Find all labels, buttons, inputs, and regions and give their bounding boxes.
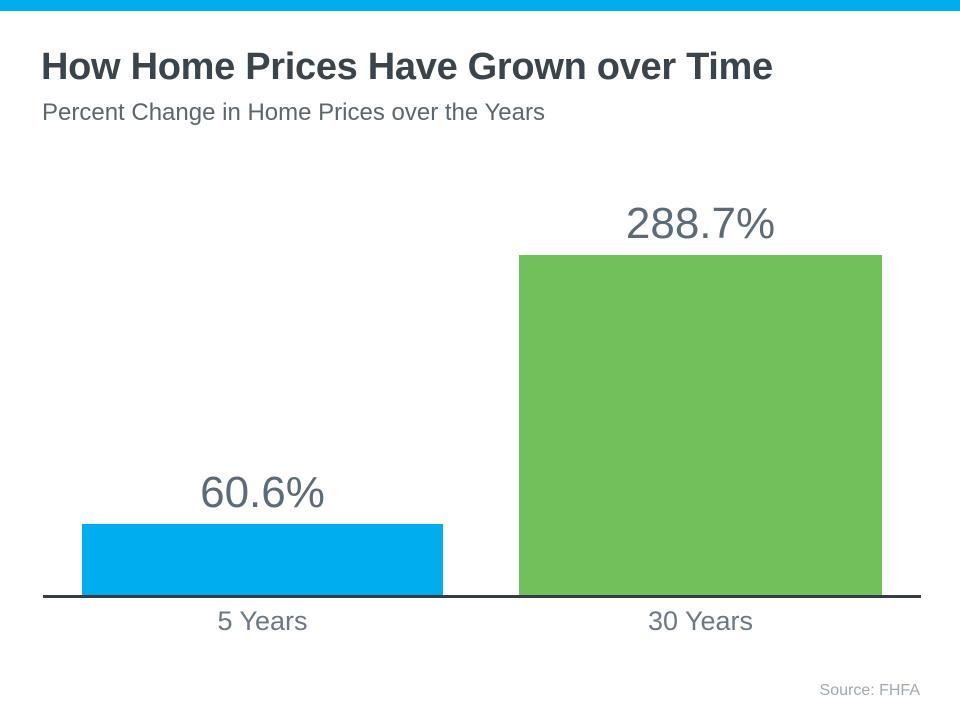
bar-5-years bbox=[82, 524, 443, 595]
x-axis-label-30-years: 30 Years bbox=[647, 606, 754, 636]
source-note: Source: FHFA bbox=[819, 682, 920, 699]
bar-30-years bbox=[519, 255, 882, 595]
x-axis-label-5-years: 5 Years bbox=[217, 606, 308, 636]
page-subtitle: Percent Change in Home Prices over the Y… bbox=[42, 99, 545, 126]
page-title: How Home Prices Have Grown over Time bbox=[41, 46, 773, 88]
x-axis-line bbox=[43, 595, 921, 598]
top-accent-bar bbox=[0, 0, 960, 11]
bar-value-label-5-years: 60.6% bbox=[200, 468, 325, 518]
bar-value-label-30-years: 288.7% bbox=[625, 199, 776, 249]
